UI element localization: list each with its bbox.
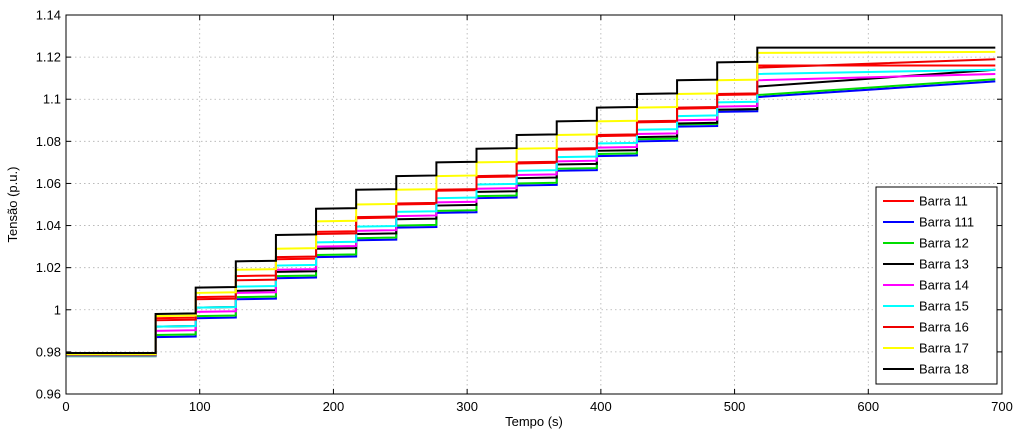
series-line (66, 50, 996, 355)
y-tick-label: 0.96 (36, 387, 61, 402)
y-tick-label: 1.12 (36, 50, 61, 65)
legend-entry: Barra 11 (919, 194, 968, 209)
y-tick-label: 1.06 (36, 176, 61, 191)
x-tick-label: 700 (991, 399, 1013, 414)
series-line (66, 78, 996, 358)
y-tick-label: 0.98 (36, 344, 61, 359)
legend-entry: Barra 18 (919, 362, 969, 377)
x-axis-label: Tempo (s) (505, 414, 563, 429)
y-tick-label: 1.04 (36, 218, 61, 233)
legend-entry: Barra 13 (919, 257, 969, 272)
legend-entry: Barra 14 (919, 278, 969, 293)
series-line (66, 58, 996, 356)
legend-entry: Barra 17 (919, 341, 969, 356)
x-tick-label: 200 (323, 399, 345, 414)
legend-entry: Barra 16 (919, 320, 969, 335)
legend-entry: Barra 12 (919, 236, 969, 251)
x-tick-label: 600 (857, 399, 879, 414)
legend: Barra 11 Barra 111 Barra 12 Barra 13 Barra 1… (875, 186, 998, 385)
x-tick-label: 0 (62, 399, 69, 414)
x-tick-label: 500 (724, 399, 746, 414)
series-line (66, 46, 996, 354)
x-tick-label: 100 (189, 399, 211, 414)
legend-entry: Barra 111 (919, 215, 974, 230)
y-tick-label: 1.02 (36, 260, 61, 275)
y-tick-label: 1 (54, 302, 61, 317)
axis-ticks: 0 100 200 300 400 500 600 700 0.96 0.98 1 1.02 1.04 1… (36, 8, 1013, 415)
series-lines (66, 46, 996, 358)
y-tick-label: 1.08 (36, 134, 61, 149)
y-tick-label: 1.1 (43, 92, 61, 107)
legend-entry: Barra 15 (919, 299, 969, 314)
y-axis-label: Tensão (p.u.) (5, 167, 20, 243)
x-tick-label: 300 (456, 399, 478, 414)
plot-frame (65, 14, 1003, 395)
series-line (66, 72, 996, 357)
x-tick-label: 400 (590, 399, 612, 414)
series-line (66, 80, 996, 358)
y-tick-label: 1.14 (36, 8, 61, 23)
